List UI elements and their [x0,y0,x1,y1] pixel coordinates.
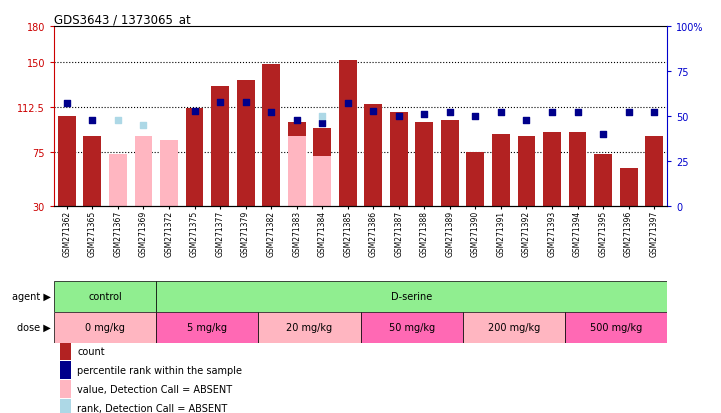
Text: D-serine: D-serine [391,291,432,301]
Point [87,117,98,123]
Text: 50 mg/kg: 50 mg/kg [389,322,435,332]
Text: 0 mg/kg: 0 mg/kg [85,322,125,332]
Bar [61,361,71,379]
Point [572,110,583,116]
Bar [236,81,255,206]
Point [419,112,430,118]
Point [112,117,124,123]
Bar [518,137,536,206]
Point [623,110,634,116]
Bar [466,152,485,206]
Point [469,113,481,120]
Bar [390,113,408,206]
Bar [185,108,203,206]
Text: 5 mg/kg: 5 mg/kg [187,322,227,332]
Bar [463,312,565,343]
Bar [415,123,433,206]
Bar [61,380,71,398]
Point [189,108,200,114]
Bar [288,137,306,206]
Text: dose ▶: dose ▶ [17,322,50,332]
Text: GDS3643 / 1373065_at: GDS3643 / 1373065_at [54,13,191,26]
Point [521,117,532,123]
Bar [364,104,382,206]
Point [444,110,456,116]
Bar [313,156,331,206]
Bar [288,123,306,206]
Bar [619,168,637,206]
Point [495,110,507,116]
Bar [569,132,586,206]
Text: count: count [77,346,105,356]
Text: 500 mg/kg: 500 mg/kg [590,322,642,332]
Point [393,113,404,120]
Point [291,117,302,123]
Bar [61,399,71,413]
Text: value, Detection Call = ABSENT: value, Detection Call = ABSENT [77,384,232,394]
Bar [360,312,463,343]
Text: 200 mg/kg: 200 mg/kg [487,322,540,332]
Bar [645,137,663,206]
Bar [211,87,229,206]
Point [317,121,328,127]
Point [214,99,226,106]
Bar [258,312,360,343]
Point [317,113,328,120]
Bar [262,65,280,206]
Text: control: control [88,291,122,301]
Point [368,108,379,114]
Bar [135,137,152,206]
Bar [492,135,510,206]
Text: percentile rank within the sample: percentile rank within the sample [77,365,242,375]
Text: 20 mg/kg: 20 mg/kg [286,322,332,332]
Point [61,101,73,107]
Bar [156,312,258,343]
Bar [156,281,667,312]
Bar [339,60,357,206]
Bar [109,155,127,206]
Point [138,122,149,129]
Point [648,110,660,116]
Bar [160,140,178,206]
Bar [61,342,71,360]
Bar [54,281,156,312]
Bar [441,120,459,206]
Point [597,131,609,138]
Bar [58,116,76,206]
Point [240,99,252,106]
Bar [84,137,102,206]
Bar [594,155,612,206]
Point [265,110,277,116]
Text: rank, Detection Call = ABSENT: rank, Detection Call = ABSENT [77,403,228,413]
Bar [54,312,156,343]
Point [342,101,353,107]
Bar [543,132,561,206]
Bar [565,312,667,343]
Text: agent ▶: agent ▶ [12,291,50,301]
Point [547,110,558,116]
Bar [313,128,331,206]
